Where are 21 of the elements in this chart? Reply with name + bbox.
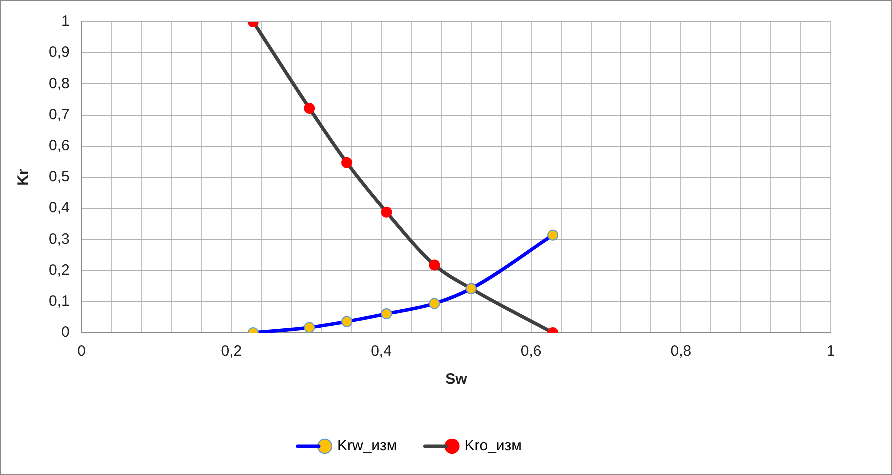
x-tick-label: 0,4 bbox=[371, 343, 392, 360]
x-tick-label: 0,6 bbox=[520, 343, 542, 360]
legend-label: Krw_изм bbox=[338, 438, 398, 455]
y-tick-label: 0,6 bbox=[48, 138, 70, 155]
y-tick-label: 0,2 bbox=[48, 262, 70, 279]
y-tick-label: 0,7 bbox=[48, 106, 70, 124]
y-tick-label: 0,5 bbox=[48, 168, 70, 186]
legend-label: Kro_изм bbox=[464, 438, 522, 455]
x-axis-title: Sw bbox=[446, 371, 468, 388]
y-tick-label: 0,1 bbox=[48, 293, 70, 310]
y-tick-label: 0,8 bbox=[48, 75, 70, 92]
x-tick-label: 0,2 bbox=[221, 343, 242, 360]
y-tick-label: 0,4 bbox=[48, 200, 70, 217]
y-tick-label: 0 bbox=[62, 324, 70, 342]
y-tick-label: 1 bbox=[62, 13, 70, 30]
y-axis-title: Kr bbox=[15, 169, 32, 186]
x-tick-label: 0 bbox=[78, 343, 86, 360]
y-tick-label: 0,9 bbox=[48, 44, 70, 62]
x-tick-label: 1 bbox=[826, 343, 836, 360]
x-tick-label: 0,8 bbox=[670, 343, 692, 360]
y-tick-label: 0,3 bbox=[48, 230, 70, 248]
